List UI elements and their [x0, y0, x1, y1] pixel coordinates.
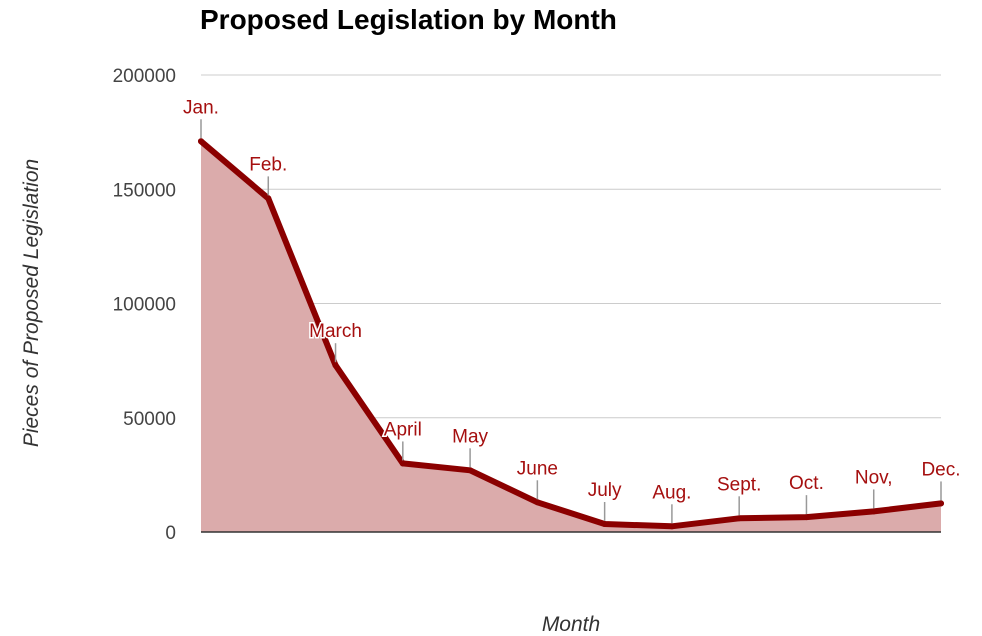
data-point	[668, 523, 675, 530]
annotation-label: Feb.	[249, 154, 287, 175]
data-point	[399, 460, 406, 467]
annotation-label: Dec.	[921, 459, 960, 480]
annotation-label: Aug.	[652, 482, 691, 503]
annotation-label: Oct.	[789, 473, 824, 494]
data-point	[803, 514, 810, 521]
chart-title: Proposed Legislation by Month	[200, 4, 617, 35]
y-tick-label: 100000	[113, 295, 176, 316]
data-point	[938, 500, 944, 507]
x-axis-title: Month	[542, 613, 600, 636]
y-tick-label: 200000	[113, 66, 176, 87]
annotation-label: Sept.	[717, 474, 761, 495]
annotation-label: June	[517, 458, 558, 479]
y-tick-label: 150000	[113, 180, 176, 201]
area-fill	[201, 141, 941, 533]
y-axis-title: Pieces of Proposed Legislation	[20, 159, 43, 447]
y-axis-tick-labels: 0 50000 100000 150000 200000	[113, 66, 176, 544]
data-point	[601, 521, 608, 528]
annotation-label: Jan.	[183, 97, 219, 118]
y-tick-label: 50000	[123, 409, 176, 430]
annotation-label: July	[588, 480, 622, 501]
annotation-label: April	[384, 419, 422, 440]
data-point	[198, 138, 204, 145]
data-point	[736, 515, 743, 522]
y-tick-label: 0	[165, 523, 176, 544]
series-line	[198, 138, 944, 530]
data-point	[332, 362, 339, 369]
annotation-label: May	[452, 426, 488, 447]
data-point	[265, 195, 272, 202]
annotation-label: Nov,	[855, 467, 893, 488]
data-point	[467, 467, 474, 474]
point-annotations: Jan. Feb. March April May June July Aug. Sept. Oc…	[182, 96, 962, 524]
data-point	[534, 499, 541, 506]
data-points	[198, 138, 944, 530]
data-point	[870, 508, 877, 515]
annotation-label: March	[309, 321, 362, 342]
